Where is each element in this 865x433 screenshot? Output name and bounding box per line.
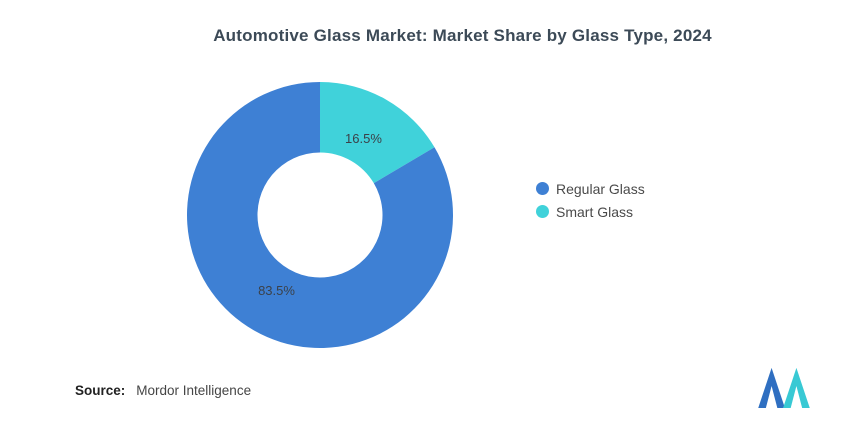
legend-label-smart-glass: Smart Glass (556, 203, 634, 220)
logo-left-notch (765, 386, 778, 408)
mordor-logo-mark (758, 367, 810, 408)
source-value: Mordor Intelligence (136, 383, 252, 398)
legend-item-regular-glass[interactable]: Regular Glass (536, 177, 645, 200)
slice-percent-label-smart-glass: 16.5% (345, 131, 382, 146)
legend: Regular Glass Smart Glass (536, 177, 645, 223)
donut-chart: 16.5% 83.5% (187, 82, 453, 348)
legend-dot-regular-glass (536, 182, 549, 195)
chart-title: Automotive Glass Market: Market Share by… (213, 26, 712, 45)
donut-slice-smart-glass[interactable] (320, 82, 435, 184)
slice-percent-label-regular-glass: 83.5% (258, 283, 295, 298)
donut-slice-regular-glass[interactable] (187, 82, 453, 348)
legend-dot-smart-glass (536, 205, 549, 218)
logo-right-notch (790, 386, 803, 408)
donut-svg: 16.5% 83.5% (187, 82, 453, 348)
source-line: Source: Mordor Intelligence (75, 383, 251, 398)
legend-item-smart-glass[interactable]: Smart Glass (536, 200, 645, 223)
source-label: Source: (75, 383, 126, 398)
mordor-intelligence-logo (757, 366, 811, 408)
legend-label-regular-glass: Regular Glass (556, 180, 645, 197)
